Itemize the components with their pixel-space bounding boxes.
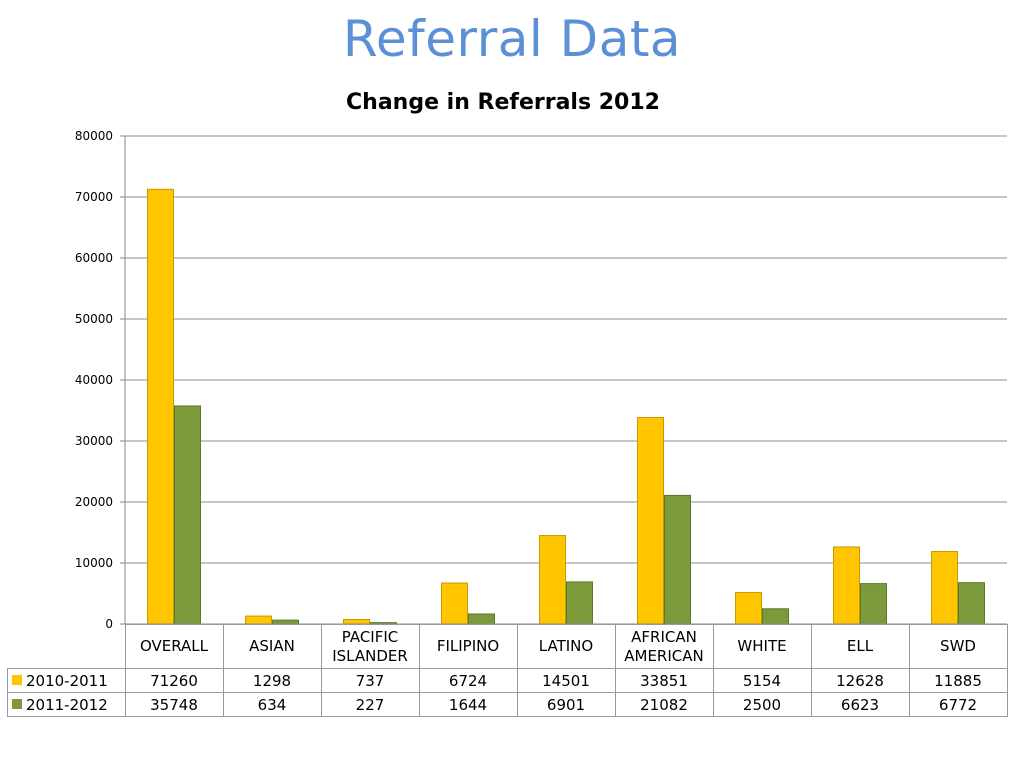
category-label: AMERICAN bbox=[624, 646, 704, 665]
bar-2010-2011-ell bbox=[833, 546, 860, 625]
table-cell: 6772 bbox=[908, 692, 1008, 717]
bar-2011-2012-swd bbox=[958, 582, 985, 625]
bar-2010-2011-asian bbox=[245, 615, 272, 625]
table-row: 2011-2012 35748 634 227 1644 6901 21082 2500 662… bbox=[7, 692, 1008, 717]
table-category-header: SWD bbox=[908, 624, 1008, 669]
table-category-header: FILIPINO bbox=[418, 624, 518, 669]
table-cell: 21082 bbox=[614, 692, 714, 717]
table-category-header: AFRICAN AMERICAN bbox=[614, 624, 714, 669]
category-label: ISLANDER bbox=[332, 646, 408, 665]
table-cell: 11885 bbox=[908, 668, 1008, 693]
chart-title: Change in Referrals 2012 bbox=[346, 90, 660, 115]
category-label: ASIAN bbox=[249, 637, 295, 655]
y-tick-label: 70000 bbox=[75, 190, 113, 204]
table-row: 2010-2011 71260 1298 737 6724 14501 33851 5154 1… bbox=[7, 668, 1008, 693]
y-tick-label: 0 bbox=[105, 617, 113, 630]
legend-entry: 2011-2012 bbox=[7, 692, 126, 717]
legend-entry: 2010-2011 bbox=[7, 668, 126, 693]
table-category-header: PACIFIC ISLANDER bbox=[320, 624, 420, 669]
data-table: OVERALL ASIAN PACIFIC ISLANDER FILIPINO LATIN… bbox=[7, 624, 1008, 717]
category-label: PACIFIC bbox=[341, 627, 399, 646]
y-tick-label: 40000 bbox=[75, 373, 113, 387]
bar-2010-2011-overall bbox=[147, 188, 174, 625]
bar-2010-2011-filipino bbox=[441, 582, 468, 625]
bar-2010-2011-african-american bbox=[637, 417, 664, 625]
y-tick-label: 30000 bbox=[75, 434, 113, 448]
table-cell: 6623 bbox=[810, 692, 910, 717]
bars bbox=[147, 188, 985, 625]
table-cell: 2500 bbox=[712, 692, 812, 717]
table-cell: 6901 bbox=[516, 692, 616, 717]
bar-2011-2012-ell bbox=[860, 583, 887, 625]
category-label: AFRICAN bbox=[631, 627, 697, 646]
bar-2011-2012-latino bbox=[566, 581, 593, 625]
bar-2011-2012-overall bbox=[174, 405, 201, 625]
table-cell: 1298 bbox=[222, 668, 322, 693]
bar-2010-2011-swd bbox=[931, 551, 958, 625]
table-category-header: OVERALL bbox=[124, 624, 224, 669]
legend-swatch bbox=[12, 675, 22, 685]
category-label: SWD bbox=[940, 637, 976, 655]
table-category-header: LATINO bbox=[516, 624, 616, 669]
gridlines bbox=[125, 135, 1007, 564]
bar-2010-2011-white bbox=[735, 592, 762, 625]
category-label: WHITE bbox=[737, 637, 787, 655]
table-cell: 12628 bbox=[810, 668, 910, 693]
y-tick-label: 80000 bbox=[75, 129, 113, 143]
bar-2011-2012-african-american bbox=[664, 494, 691, 625]
table-category-header: ASIAN bbox=[222, 624, 322, 669]
y-tick-label: 10000 bbox=[75, 556, 113, 570]
table-cell: 1644 bbox=[418, 692, 518, 717]
bar-2011-2012-filipino bbox=[468, 613, 495, 625]
table-cell: 5154 bbox=[712, 668, 812, 693]
y-tick-label: 20000 bbox=[75, 495, 113, 509]
bar-2010-2011-latino bbox=[539, 535, 566, 625]
category-label: ELL bbox=[846, 637, 874, 655]
table-cell: 35748 bbox=[124, 692, 224, 717]
table-category-header: WHITE bbox=[712, 624, 812, 669]
y-axis-tick-labels: 0 10000 20000 30000 40000 50000 60000 70000 8000… bbox=[75, 129, 113, 630]
series-name: 2010-2011 bbox=[26, 671, 108, 690]
series-name: 2011-2012 bbox=[26, 695, 108, 714]
category-label: OVERALL bbox=[139, 637, 209, 655]
table-cell: 6724 bbox=[418, 668, 518, 693]
table-cell: 634 bbox=[222, 692, 322, 717]
table-category-header: ELL bbox=[810, 624, 910, 669]
bar-2011-2012-white bbox=[762, 608, 789, 625]
y-tick-label: 50000 bbox=[75, 312, 113, 326]
table-cell: 71260 bbox=[124, 668, 224, 693]
table-cell: 227 bbox=[320, 692, 420, 717]
legend-swatch bbox=[12, 699, 22, 709]
table-cell: 14501 bbox=[516, 668, 616, 693]
category-label: LATINO bbox=[538, 637, 594, 655]
y-tick-label: 60000 bbox=[75, 251, 113, 265]
category-label: FILIPINO bbox=[436, 637, 500, 655]
bar-chart: 0 10000 20000 30000 40000 50000 60000 70000 8000… bbox=[75, 129, 1007, 630]
slide-title: Referral Data bbox=[342, 10, 682, 68]
table-cell: 737 bbox=[320, 668, 420, 693]
table-corner bbox=[7, 624, 126, 669]
table-cell: 33851 bbox=[614, 668, 714, 693]
